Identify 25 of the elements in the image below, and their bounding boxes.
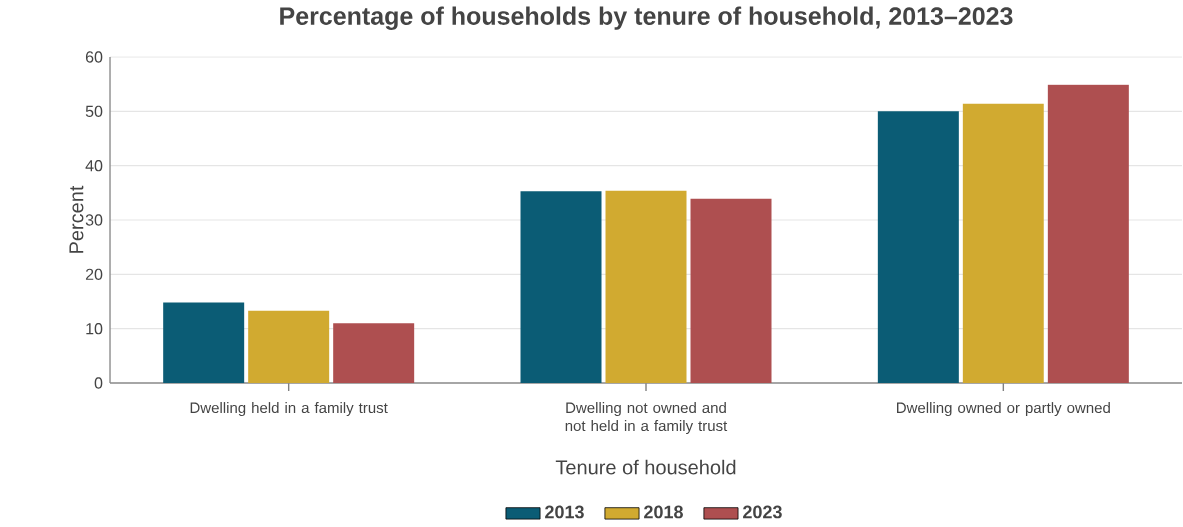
y-tick-label: 20	[85, 268, 103, 281]
x-tick-label: Dwelling not owned and not held in a family trust	[565, 402, 728, 435]
y-axis-title: Percent	[69, 185, 84, 253]
x-tick-label: Dwelling owned or partly owned	[897, 402, 1110, 417]
y-tick-label: 0	[94, 377, 103, 389]
legend-label: 2018	[644, 505, 683, 519]
legend-label: 2023	[743, 505, 782, 519]
bar	[877, 111, 959, 383]
bar	[248, 310, 330, 383]
bar	[1047, 84, 1129, 383]
x-axis-title: Tenure of household	[555, 459, 736, 475]
chart-title: Percentage of households by tenure of household, 2013–2023	[280, 6, 1013, 30]
x-tick-label: Dwelling held in a family trust	[190, 402, 388, 417]
bar	[605, 190, 687, 383]
bar	[520, 191, 602, 383]
y-tick-label: 50	[85, 105, 103, 118]
y-tick-label: 60	[85, 51, 103, 63]
y-tick-label: 40	[85, 160, 103, 172]
bar	[690, 198, 772, 383]
y-tick-label: 30	[85, 214, 103, 226]
y-tick-label: 10	[86, 323, 103, 335]
bar	[962, 103, 1044, 383]
bar	[333, 323, 415, 383]
bar	[163, 302, 245, 383]
legend-label: 2013	[545, 505, 584, 519]
